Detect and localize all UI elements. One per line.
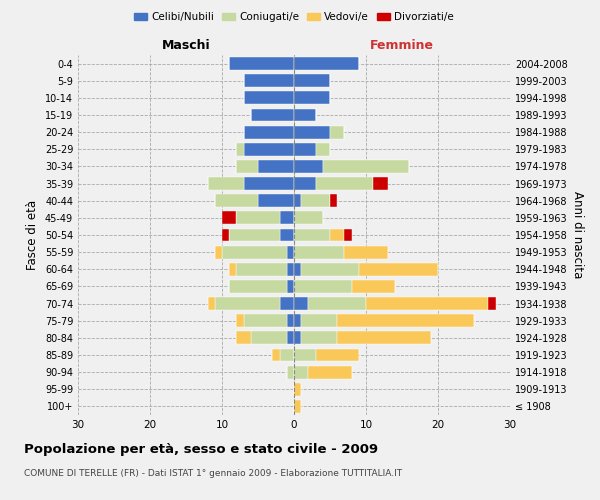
- Text: Maschi: Maschi: [161, 38, 211, 52]
- Bar: [294, 160, 323, 173]
- Bar: [294, 74, 330, 87]
- Text: COMUNE DI TERELLE (FR) - Dati ISTAT 1° gennaio 2009 - Elaborazione TUTTITALIA.IT: COMUNE DI TERELLE (FR) - Dati ISTAT 1° g…: [24, 469, 402, 478]
- Bar: [251, 332, 287, 344]
- Bar: [244, 314, 287, 327]
- Bar: [280, 212, 294, 224]
- Bar: [236, 160, 258, 173]
- Bar: [229, 228, 280, 241]
- Bar: [236, 314, 244, 327]
- Bar: [236, 143, 244, 156]
- Bar: [280, 228, 294, 241]
- Bar: [316, 177, 373, 190]
- Bar: [280, 297, 294, 310]
- Bar: [294, 332, 301, 344]
- Bar: [344, 228, 352, 241]
- Bar: [352, 280, 395, 293]
- Bar: [337, 314, 474, 327]
- Bar: [294, 314, 301, 327]
- Bar: [294, 194, 301, 207]
- Bar: [308, 297, 366, 310]
- Bar: [229, 57, 294, 70]
- Bar: [251, 108, 294, 122]
- Bar: [215, 246, 222, 258]
- Bar: [244, 126, 294, 138]
- Bar: [301, 332, 337, 344]
- Bar: [236, 332, 251, 344]
- Bar: [366, 297, 488, 310]
- Bar: [287, 263, 294, 276]
- Bar: [330, 194, 337, 207]
- Bar: [222, 212, 236, 224]
- Bar: [236, 263, 287, 276]
- Bar: [344, 246, 388, 258]
- Bar: [222, 246, 287, 258]
- Bar: [287, 314, 294, 327]
- Bar: [244, 143, 294, 156]
- Bar: [229, 263, 236, 276]
- Bar: [208, 177, 244, 190]
- Bar: [222, 228, 229, 241]
- Bar: [294, 143, 316, 156]
- Bar: [330, 228, 344, 241]
- Bar: [294, 126, 330, 138]
- Y-axis label: Anni di nascita: Anni di nascita: [571, 192, 584, 278]
- Text: Popolazione per età, sesso e stato civile - 2009: Popolazione per età, sesso e stato civil…: [24, 442, 378, 456]
- Bar: [287, 332, 294, 344]
- Bar: [287, 366, 294, 378]
- Bar: [215, 194, 258, 207]
- Bar: [294, 263, 301, 276]
- Bar: [301, 194, 330, 207]
- Bar: [337, 332, 431, 344]
- Bar: [294, 57, 359, 70]
- Bar: [236, 212, 280, 224]
- Bar: [258, 160, 294, 173]
- Bar: [294, 108, 316, 122]
- Bar: [287, 246, 294, 258]
- Bar: [258, 194, 294, 207]
- Bar: [301, 263, 359, 276]
- Bar: [294, 177, 316, 190]
- Bar: [316, 348, 359, 362]
- Bar: [294, 228, 330, 241]
- Bar: [294, 400, 301, 413]
- Bar: [330, 126, 344, 138]
- Bar: [294, 212, 323, 224]
- Bar: [301, 314, 337, 327]
- Bar: [294, 348, 316, 362]
- Bar: [244, 74, 294, 87]
- Bar: [488, 297, 496, 310]
- Bar: [229, 280, 287, 293]
- Bar: [294, 383, 301, 396]
- Y-axis label: Fasce di età: Fasce di età: [26, 200, 39, 270]
- Bar: [294, 246, 344, 258]
- Bar: [308, 366, 352, 378]
- Bar: [280, 348, 294, 362]
- Bar: [215, 297, 280, 310]
- Bar: [359, 263, 438, 276]
- Bar: [294, 297, 308, 310]
- Text: Femmine: Femmine: [370, 38, 434, 52]
- Bar: [294, 366, 308, 378]
- Bar: [373, 177, 388, 190]
- Bar: [244, 177, 294, 190]
- Bar: [244, 92, 294, 104]
- Bar: [294, 280, 352, 293]
- Bar: [316, 143, 330, 156]
- Bar: [272, 348, 280, 362]
- Bar: [287, 280, 294, 293]
- Bar: [208, 297, 215, 310]
- Legend: Celibi/Nubili, Coniugati/e, Vedovi/e, Divorziati/e: Celibi/Nubili, Coniugati/e, Vedovi/e, Di…: [130, 8, 458, 26]
- Bar: [323, 160, 409, 173]
- Bar: [294, 92, 330, 104]
